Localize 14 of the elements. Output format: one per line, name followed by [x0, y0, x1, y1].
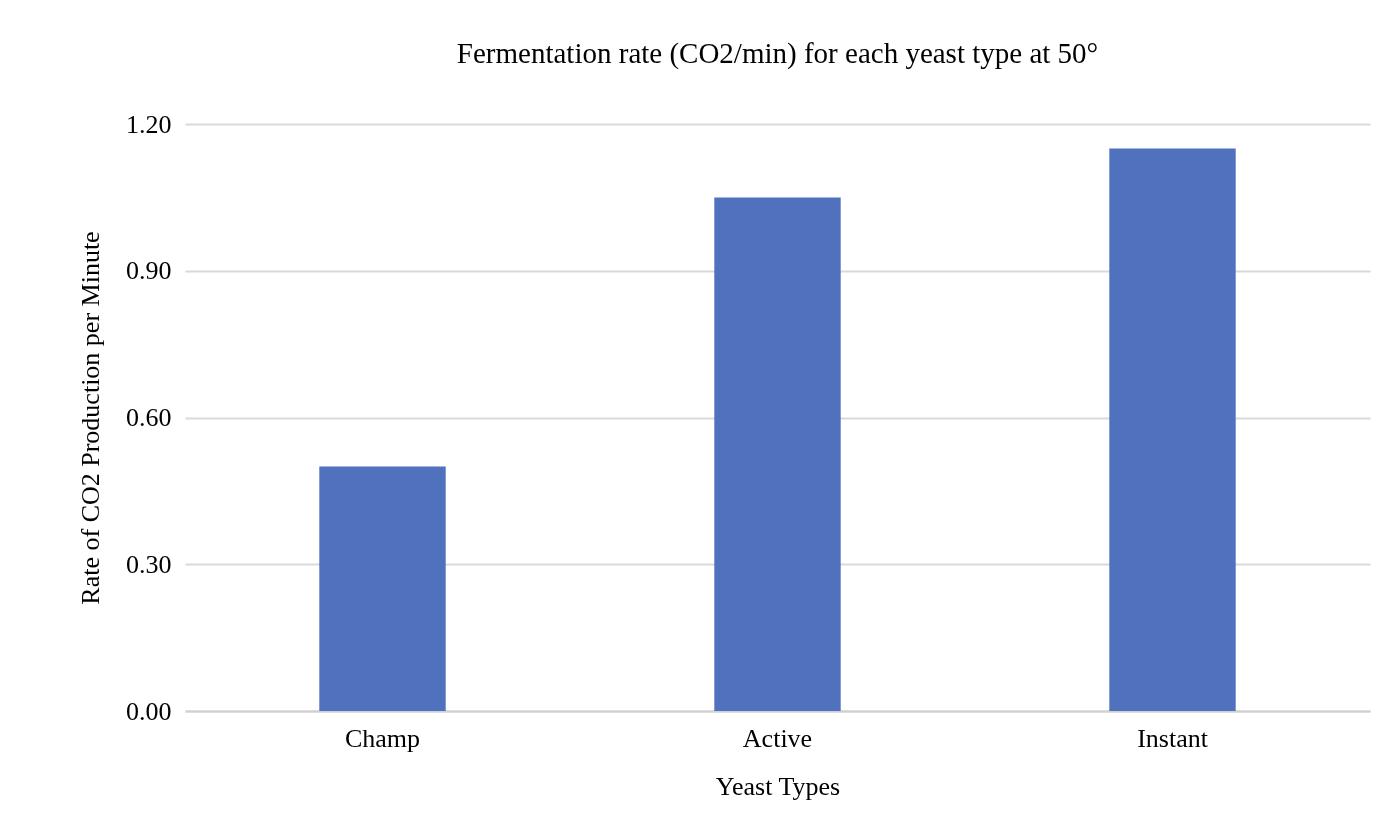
bar — [714, 197, 841, 711]
y-tick-label: 0.00 — [126, 696, 172, 726]
x-tick-label: Champ — [344, 723, 421, 753]
x-tick-label: Active — [742, 723, 813, 753]
x-axis-title: Yeast Types — [715, 771, 841, 801]
x-tick-label: Instant — [1137, 723, 1209, 753]
y-tick-label: 0.30 — [126, 549, 172, 579]
chart-title: Fermentation rate (CO2/min) for each yeast type at 50° — [456, 37, 1099, 70]
y-tick-label: 0.90 — [126, 256, 172, 286]
y-tick-label: 1.20 — [126, 109, 172, 139]
y-tick-label: 0.60 — [126, 403, 172, 432]
bar — [1109, 148, 1236, 711]
bar — [319, 466, 446, 711]
y-axis-title: Rate of CO2 Production per Minute — [76, 231, 105, 605]
